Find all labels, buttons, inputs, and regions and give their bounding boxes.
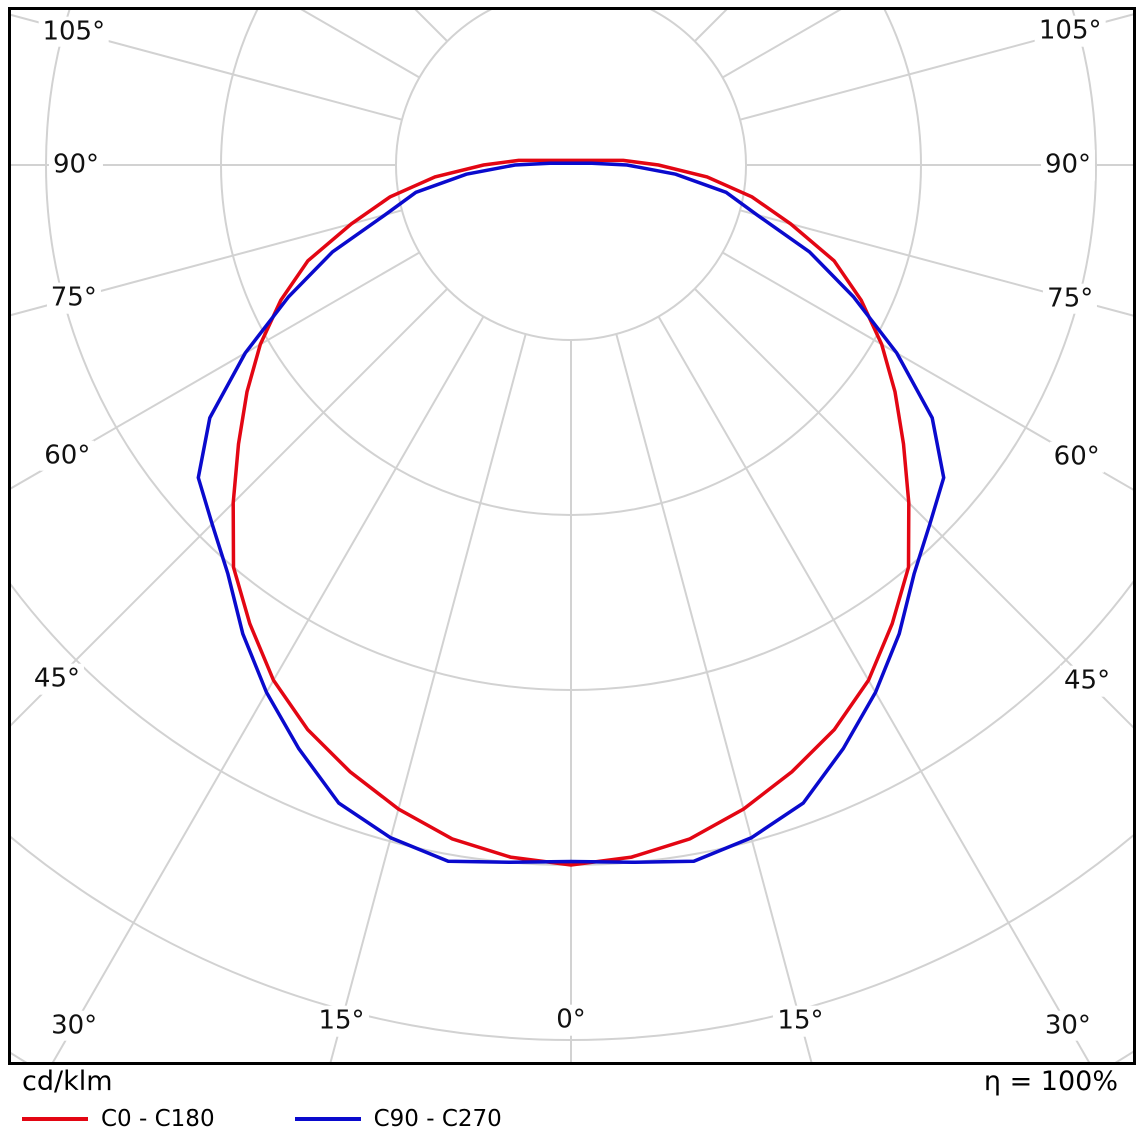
chart-footer: cd/klm η = 100% C0 - C180 C90 - C270 xyxy=(0,1066,1142,1132)
legend: C0 - C180 C90 - C270 xyxy=(22,1106,502,1132)
grid-radial-line xyxy=(51,316,485,1062)
series-c90-c270-swatch xyxy=(294,1117,361,1121)
polar-plot-canvas xyxy=(11,10,1133,1062)
grid-radial-line xyxy=(11,251,420,490)
grid-radial-line xyxy=(722,251,1133,491)
grid-radial-line xyxy=(11,13,403,121)
grid-radial-line xyxy=(300,10,420,79)
unit-label: cd/klm xyxy=(22,1066,113,1097)
grid-radial-line xyxy=(615,333,813,1062)
efficiency-label: η = 100% xyxy=(983,1066,1118,1097)
grid-radial-line xyxy=(11,209,403,317)
polar-chart-frame: 0° 15° 15° 30° 30° 45° 45° 60° 60° 75° 75° 90° 90° 10… xyxy=(8,7,1136,1065)
series-c90-c270-label: C90 - C270 xyxy=(373,1106,502,1132)
curve-c90-c270 xyxy=(196,161,946,865)
grid-radial-line xyxy=(722,10,842,79)
series-c0-c180-label: C0 - C180 xyxy=(101,1106,215,1132)
grid-radial-line xyxy=(414,10,448,42)
grid-radial-line xyxy=(694,288,1133,729)
grid-radial-line xyxy=(657,316,1091,1062)
series-c0-c180-swatch xyxy=(22,1117,88,1121)
grid-radial-line xyxy=(11,288,448,727)
grid-radial-line xyxy=(739,209,1133,317)
grid-radial-line xyxy=(329,333,527,1062)
grid-radial-line xyxy=(739,13,1133,121)
grid-radial-line xyxy=(694,10,728,42)
